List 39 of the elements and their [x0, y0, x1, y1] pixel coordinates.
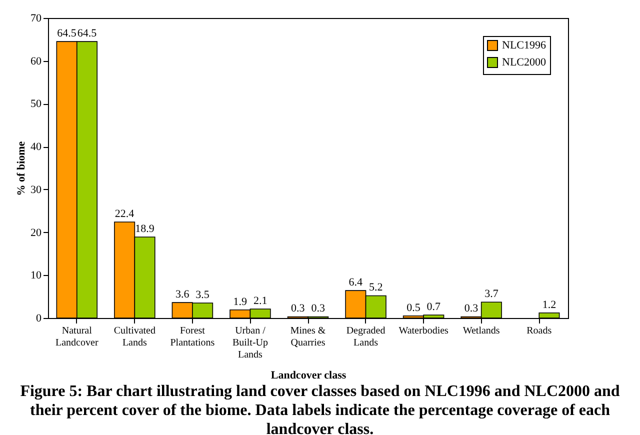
data-label: 64.5 [77, 28, 98, 40]
data-label: 1.9 [233, 296, 248, 308]
data-label: 0.3 [291, 302, 306, 315]
data-label: 0.3 [464, 302, 479, 315]
data-label: 64.5 [57, 28, 77, 40]
x-tick-label: Natural Landcover [56, 326, 99, 348]
x-tick-label: Forest Plantations [170, 326, 215, 348]
data-label: 0.3 [311, 302, 326, 315]
data-label: 2.1 [253, 295, 268, 307]
data-label: 0.5 [406, 302, 421, 314]
data-label: 3.5 [196, 289, 210, 301]
data-label: 5.2 [369, 282, 383, 294]
legend-label: NLC1996 [502, 40, 546, 52]
y-tick-label: 70 [30, 12, 42, 24]
data-label: 3.7 [484, 288, 499, 300]
y-tick-label: 0 [36, 312, 42, 324]
y-tick-label: 30 [30, 184, 42, 196]
y-tick-label: 20 [30, 226, 42, 239]
data-label: 18.9 [135, 223, 155, 235]
y-axis-title: % of biome [16, 141, 28, 196]
data-label: 6.4 [348, 276, 364, 289]
x-tick-label: Roads [526, 326, 552, 336]
x-tick-label: Degraded Lands [346, 326, 386, 348]
x-tick-label: Wetlands [462, 326, 500, 336]
data-label: 3.6 [175, 288, 190, 301]
x-tick-label: Waterbodies [398, 326, 449, 336]
data-label: 22.4 [114, 208, 135, 220]
y-tick-label: 10 [30, 270, 42, 282]
x-tick-label: Cultivated Lands [114, 326, 156, 348]
y-tick-label: 60 [30, 55, 42, 68]
data-label: 1.2 [542, 298, 556, 311]
y-tick-label: 40 [30, 141, 42, 154]
data-label: 0.7 [426, 301, 442, 313]
caption: Figure 5: Bar chart illustrating land cover classes based on NLC1996 and NLC2000 and their percent cover of the biome. Data labels indicate the percentage coverage of each landcover class. [20, 382, 620, 435]
x-tick-label: Mines & Quarries [290, 326, 326, 348]
x-axis-title: Landcover class [270, 370, 347, 382]
y-tick-label: 50 [30, 98, 42, 110]
x-tick-label: Urban / Built-Up Lands [232, 326, 268, 360]
legend-label: NLC2000 [502, 56, 546, 68]
